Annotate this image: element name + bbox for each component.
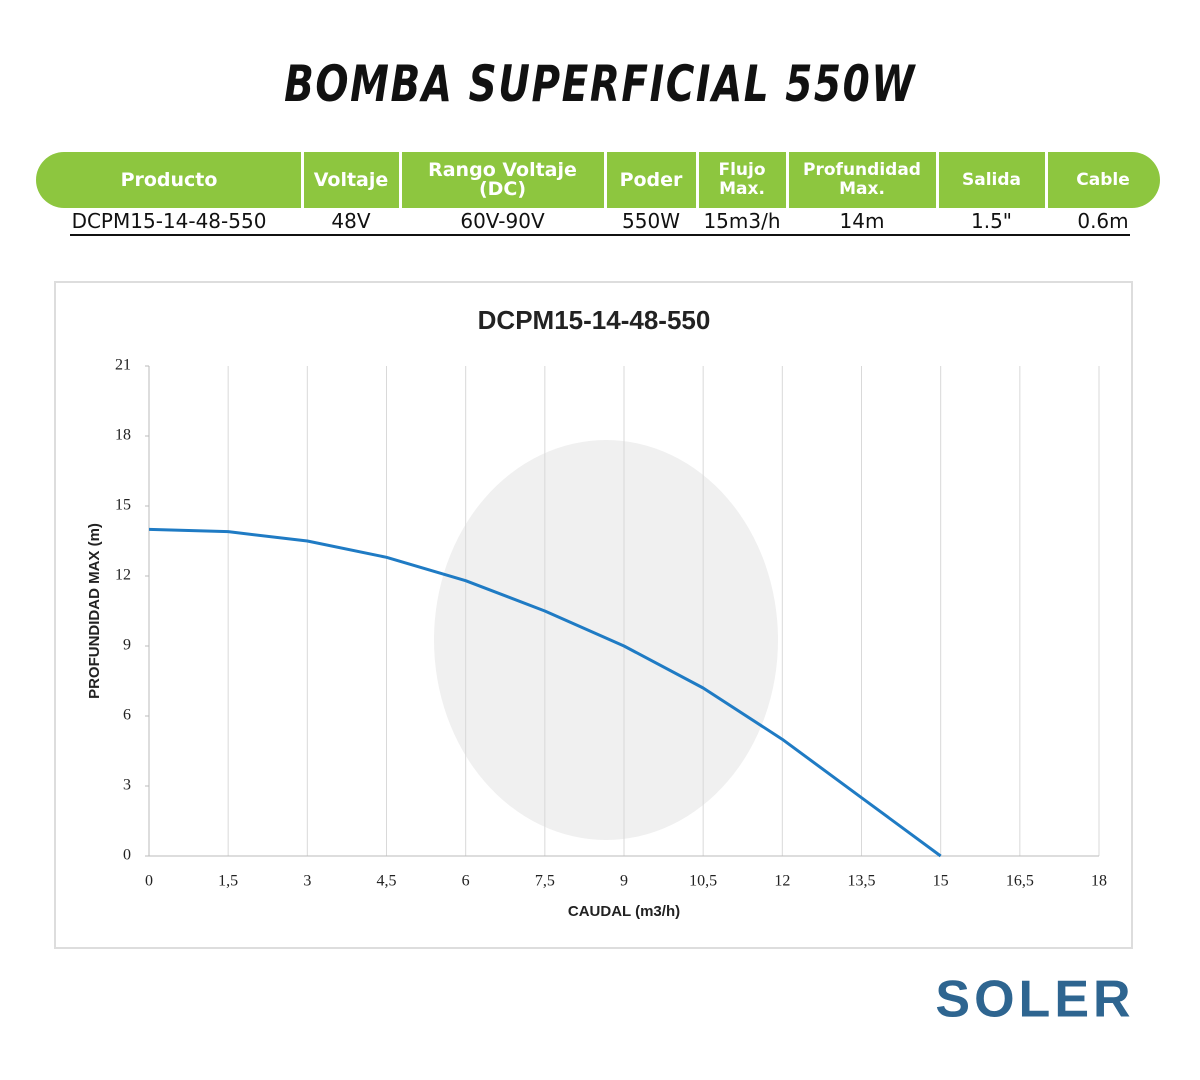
x-tick-label: 15: [933, 873, 949, 890]
column-header: Poder: [619, 168, 683, 191]
x-tick-label: 9: [620, 873, 628, 890]
x-tick-label: 18: [1091, 873, 1107, 890]
y-tick-label: 9: [123, 637, 131, 654]
column-separator: [399, 152, 402, 208]
y-tick-label: 3: [123, 777, 131, 794]
y-tick-label: 12: [115, 567, 131, 584]
column-separator: [301, 152, 304, 208]
x-tick-label: 7,5: [535, 873, 555, 890]
column-header: Salida: [961, 169, 1021, 190]
y-tick-label: 0: [123, 847, 131, 864]
column-header: Rango Voltaje (DC): [428, 159, 577, 200]
table-cell: 14m: [839, 209, 885, 233]
table-cell: 15m3/h: [703, 209, 781, 233]
table-cell: 48V: [331, 209, 371, 233]
x-tick-label: 12: [774, 873, 790, 890]
watermark: [434, 440, 778, 840]
table-cell: 60V-90V: [460, 209, 545, 233]
logo: SOLER: [935, 971, 1134, 1029]
table-cell: 1.5": [970, 209, 1012, 233]
x-tick-label: 1,5: [218, 873, 238, 890]
x-tick-label: 0: [145, 873, 153, 890]
column-separator: [786, 152, 789, 208]
y-tick-label: 21: [115, 357, 131, 374]
x-tick-label: 6: [462, 873, 470, 890]
chart-title: DCPM15-14-48-550: [478, 305, 711, 335]
x-tick-label: 3: [303, 873, 311, 890]
x-axis-title: CAUDAL (m3/h): [568, 903, 680, 920]
x-tick-label: 4,5: [377, 873, 397, 890]
y-tick-label: 18: [115, 427, 131, 444]
column-header: Cable: [1076, 169, 1130, 190]
page-title: BOMBA SUPERFICIAL 550W: [284, 55, 916, 113]
y-axis-title: PROFUNDIDAD MAX (m): [86, 523, 103, 699]
column-header: Profundidad Max.: [803, 160, 921, 199]
x-tick-label: 10,5: [689, 873, 717, 890]
column-separator: [604, 152, 607, 208]
column-separator: [936, 152, 939, 208]
column-header: Producto: [120, 168, 218, 191]
table-header-bar: [36, 152, 1160, 208]
data-line: [148, 527, 942, 858]
table-cell: 0.6m: [1077, 209, 1129, 233]
table-cell: 550W: [622, 209, 680, 233]
column-header: Voltaje: [313, 168, 389, 191]
column-separator: [1045, 152, 1048, 208]
x-tick-label: 16,5: [1006, 873, 1034, 890]
table-rule: [70, 234, 1130, 236]
y-tick-label: 6: [123, 707, 131, 724]
table-cell: DCPM15-14-48-550: [71, 209, 267, 233]
column-separator: [696, 152, 699, 208]
x-tick-label: 13,5: [848, 873, 876, 890]
column-header: Flujo Max.: [718, 160, 766, 199]
y-tick-label: 15: [115, 497, 131, 514]
